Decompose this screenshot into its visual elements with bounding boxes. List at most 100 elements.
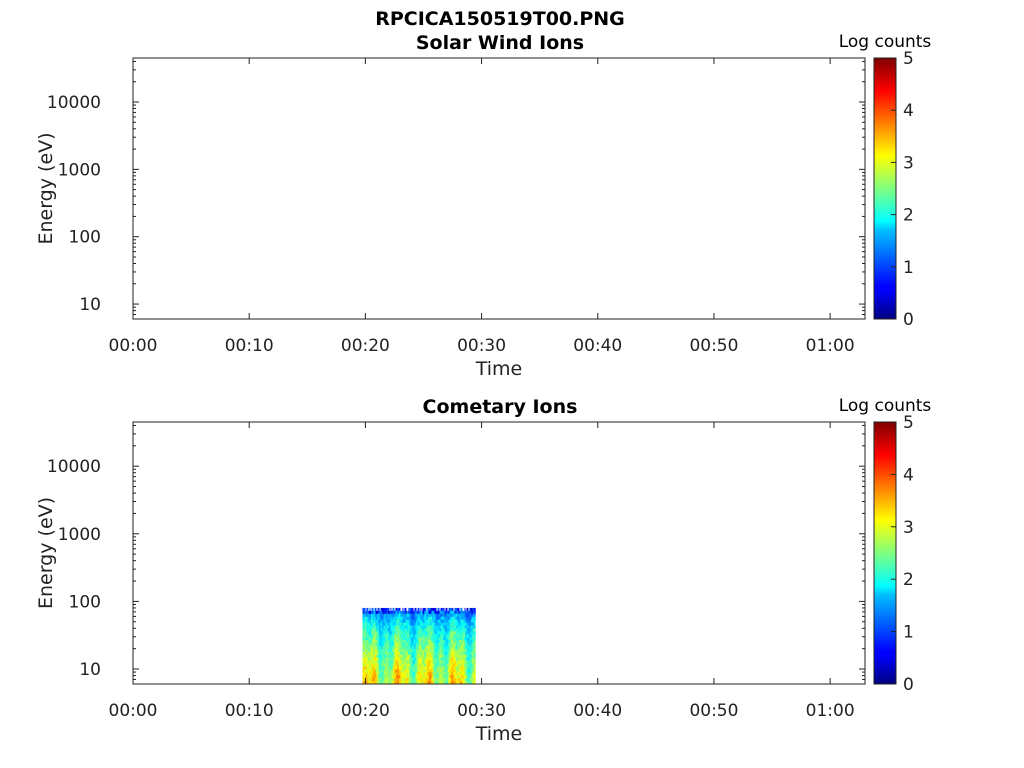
heatmap-cell — [388, 640, 390, 644]
heatmap-cell — [466, 625, 468, 630]
heatmap-cell — [402, 625, 404, 630]
heatmap-cell — [429, 666, 431, 670]
heatmap-cell — [439, 651, 441, 656]
heatmap-cell — [445, 648, 447, 653]
heatmap-cell — [453, 651, 455, 656]
heatmap-cell — [414, 610, 416, 615]
heatmap-cell — [437, 607, 439, 612]
heatmap-cell — [450, 640, 452, 644]
heatmap-cell — [422, 660, 424, 665]
heatmap-cell — [400, 619, 402, 624]
heatmap-cell — [384, 613, 386, 618]
heatmap-cell — [410, 622, 412, 627]
heatmap-cell — [407, 663, 409, 668]
heatmap-cell — [450, 610, 452, 615]
heatmap-cell — [390, 651, 392, 656]
heatmap-cell — [397, 660, 399, 665]
heatmap-cell — [420, 637, 422, 641]
heatmap-cell — [365, 640, 367, 644]
heatmap-cell — [440, 610, 442, 615]
heatmap-cell — [426, 669, 428, 673]
heatmap-cell — [447, 672, 449, 676]
heatmap-cell — [413, 678, 415, 682]
heatmap-cell — [386, 622, 388, 627]
heatmap-cell — [458, 613, 460, 618]
heatmap-cell — [382, 672, 384, 676]
heatmap-cell — [427, 628, 429, 632]
heatmap-cell — [425, 625, 427, 630]
heatmap-cell — [422, 654, 424, 659]
heatmap-cell — [390, 654, 392, 659]
heatmap-cell — [426, 622, 428, 627]
heatmap-cell — [383, 666, 385, 670]
heatmap-cell — [454, 643, 456, 647]
heatmap-cell — [374, 663, 376, 668]
heatmap-cell — [417, 663, 419, 668]
heatmap-cell — [469, 654, 471, 659]
heatmap-cell — [456, 610, 458, 615]
heatmap-cell — [408, 628, 410, 632]
heatmap-cell — [393, 669, 395, 673]
heatmap-cell — [470, 613, 472, 618]
heatmap-cell — [411, 672, 413, 676]
heatmap-cell — [466, 637, 468, 641]
heatmap-cell — [388, 645, 390, 650]
heatmap-cell — [365, 631, 367, 635]
heatmap-cell — [462, 607, 464, 612]
heatmap-cell — [418, 634, 420, 638]
heatmap-cell — [440, 613, 442, 618]
heatmap-cell — [456, 669, 458, 673]
heatmap-cell — [468, 628, 470, 632]
heatmap-cell — [385, 654, 387, 659]
heatmap-cell — [384, 637, 386, 641]
heatmap-cell — [430, 607, 432, 612]
heatmap-cell — [395, 619, 397, 624]
heatmap-cell — [404, 637, 406, 641]
heatmap-cell — [389, 607, 391, 612]
heatmap-cell — [416, 628, 418, 632]
heatmap-cell — [448, 622, 450, 627]
colorbar-tick-label: 1 — [903, 623, 914, 643]
heatmap-cell — [454, 678, 456, 682]
heatmap-cell — [385, 663, 387, 668]
heatmap-cell — [425, 657, 427, 662]
heatmap-cell — [471, 607, 473, 612]
heatmap-cell — [388, 631, 390, 635]
heatmap-cell — [400, 681, 402, 684]
heatmap-cell — [467, 643, 469, 647]
heatmap-cell — [409, 643, 411, 647]
heatmap-cell — [374, 619, 376, 624]
heatmap-cell — [405, 672, 407, 676]
y-tick-label: 10 — [79, 660, 101, 680]
heatmap-cell — [385, 607, 387, 612]
heatmap-cell — [380, 628, 382, 632]
heatmap-cell — [473, 622, 475, 627]
heatmap-cell — [387, 654, 389, 659]
heatmap-cell — [400, 634, 402, 638]
heatmap-cell — [422, 681, 424, 684]
heatmap-cell — [412, 619, 414, 624]
heatmap-cell — [380, 622, 382, 627]
heatmap-cell — [458, 619, 460, 624]
heatmap-cell — [415, 675, 417, 679]
heatmap-cell — [427, 631, 429, 635]
heatmap-cell — [382, 619, 384, 624]
heatmap-cell — [424, 616, 426, 621]
heatmap-cell — [431, 672, 433, 676]
heatmap-cell — [454, 657, 456, 662]
heatmap-cell — [432, 628, 434, 632]
heatmap-cell — [375, 669, 377, 673]
heatmap-cell — [455, 607, 457, 612]
heatmap-cell — [458, 625, 460, 630]
heatmap-cell — [411, 610, 413, 615]
heatmap-cell — [397, 640, 399, 644]
heatmap-cell — [473, 616, 475, 621]
heatmap-cell — [471, 672, 473, 676]
heatmap-cell — [388, 619, 390, 624]
heatmap-cell — [377, 681, 379, 684]
heatmap-cell — [420, 678, 422, 682]
heatmap-cell — [395, 675, 397, 679]
heatmap-cell — [364, 625, 366, 630]
heatmap-cell — [431, 681, 433, 684]
heatmap-cell — [363, 681, 365, 684]
